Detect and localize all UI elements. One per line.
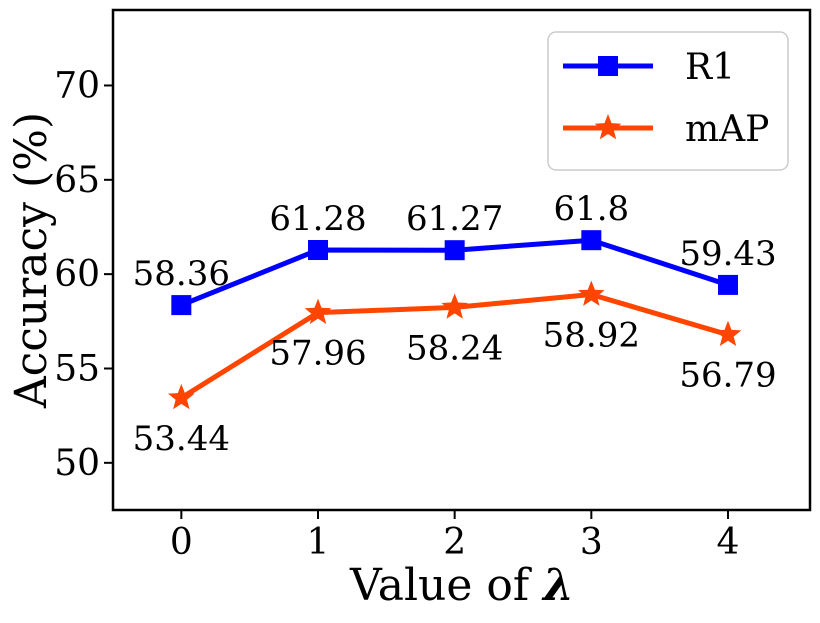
x-tick-label: 0 xyxy=(170,522,193,563)
data-point-map xyxy=(304,298,332,324)
data-point-map xyxy=(168,383,195,410)
data-point-r1 xyxy=(581,230,602,251)
data-label-r1: 61.8 xyxy=(553,189,629,229)
data-label-r1: 61.28 xyxy=(269,199,366,239)
data-label-map: 58.24 xyxy=(406,328,503,368)
data-point-r1 xyxy=(308,240,328,260)
data-label-map: 56.79 xyxy=(679,356,776,396)
data-point-r1 xyxy=(171,295,192,316)
x-tick-label: 3 xyxy=(580,522,603,563)
x-tick-label: 2 xyxy=(443,522,466,563)
legend-marker-map xyxy=(594,114,622,140)
y-tick-label: 50 xyxy=(54,443,100,484)
y-tick-label: 65 xyxy=(54,160,100,201)
y-axis-ticks: 50 55 60 65 70 xyxy=(54,65,113,484)
data-label-map: 57.96 xyxy=(269,334,366,374)
lambda-symbol: λ xyxy=(541,560,574,611)
legend-marker-r1 xyxy=(598,56,618,76)
series-map: 53.44 57.96 58.24 58.92 56.79 xyxy=(133,280,777,459)
plot-frame xyxy=(111,8,812,512)
x-axis-ticks: 0 1 2 3 4 xyxy=(170,510,740,563)
data-point-r1 xyxy=(718,274,738,295)
data-point-map xyxy=(714,320,742,346)
data-point-map xyxy=(441,293,468,319)
y-axis-label: Accuracy (%) xyxy=(6,112,57,409)
legend-label-map: mAP xyxy=(685,109,769,150)
data-label-map: 58.92 xyxy=(543,316,640,356)
data-label-r1: 59.43 xyxy=(679,234,776,274)
x-axis-label: Value of λ xyxy=(349,560,574,611)
y-tick-label: 55 xyxy=(54,348,100,389)
data-point-r1 xyxy=(444,240,465,261)
series-r1: 58.36 61.28 61.27 61.8 59.43 xyxy=(133,189,777,316)
data-point-map xyxy=(578,280,605,306)
data-label-r1: 58.36 xyxy=(133,254,230,294)
legend: R1 mAP xyxy=(547,31,789,171)
x-tick-label: 1 xyxy=(307,522,330,563)
x-tick-label: 4 xyxy=(717,522,740,563)
y-tick-label: 60 xyxy=(54,254,100,295)
data-label-r1: 61.27 xyxy=(406,199,503,239)
y-tick-label: 70 xyxy=(54,65,100,106)
data-label-map: 53.44 xyxy=(133,419,230,459)
legend-label-r1: R1 xyxy=(685,47,735,88)
x-axis-label-text: Value of xyxy=(349,560,543,611)
